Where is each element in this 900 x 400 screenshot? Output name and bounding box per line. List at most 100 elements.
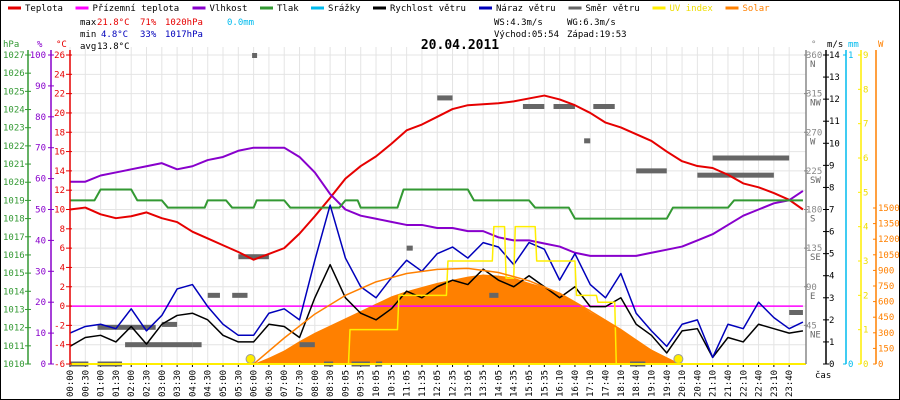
x-tick-label: 05:00 (219, 370, 229, 397)
x-tick-label: 18:40 (632, 370, 642, 397)
wind-direction-mark (636, 168, 667, 174)
wind-direction-mark (232, 292, 248, 298)
temperature-tick-label: 26 (54, 51, 65, 61)
wind-direction-mark (161, 321, 178, 327)
x-tick-label: 00:30 (81, 370, 91, 397)
stats-min-pressure: 1017hPa (165, 30, 203, 40)
uv-tick-label: 3 (863, 257, 868, 267)
legend-label: Vlhkost (210, 4, 248, 14)
wind-tick-label: 13 (829, 73, 840, 83)
temperature-tick-label: 6 (60, 244, 65, 254)
humidity-tick-label: 100 (30, 51, 46, 61)
wind-tick-label: 6 (829, 228, 834, 238)
direction-tick-compass: N (810, 60, 815, 70)
direction-tick-label: 315 (806, 90, 822, 100)
temperature-tick-label: 18 (54, 128, 65, 138)
wind-direction-mark (584, 138, 591, 144)
wind-tick-label: 0 (829, 360, 834, 370)
x-tick-label: 16:10 (556, 370, 566, 397)
series-rychlost-v-tru (69, 263, 804, 359)
legend-label: Přízemní teplota (93, 4, 180, 14)
legend-label: Solar (743, 4, 771, 14)
direction-tick-compass: SE (810, 253, 821, 263)
x-tick-label: 21:10 (709, 370, 719, 397)
pressure-axis-unit: hPa (3, 40, 19, 50)
solar-tick-label: 600 (878, 298, 894, 308)
stats-min-humidity: 33% (140, 30, 157, 40)
temperature-tick-label: 24 (54, 70, 65, 80)
stats-max-label: max (80, 18, 97, 28)
series-uv-index (70, 225, 803, 365)
uv-tick-label: 0 (863, 360, 868, 370)
series-teplota (69, 94, 804, 261)
uv-tick-label: 2 (863, 291, 868, 301)
x-tick-label: 11:35 (418, 370, 428, 397)
series-solar-max-teoretick- (253, 267, 680, 365)
x-tick-label: 14:35 (510, 370, 520, 397)
wind-direction-mark (437, 95, 453, 101)
wind-tick-label: 12 (829, 95, 840, 105)
uv-tick-label: 7 (863, 120, 868, 130)
direction-tick-compass: SW (810, 176, 821, 186)
x-tick-label: 13:05 (464, 370, 474, 397)
solar-tick-label: 1050 (878, 251, 900, 261)
uv-tick-label: 1 (863, 326, 868, 336)
x-tick-label: 23:40 (785, 370, 795, 397)
x-tick-label: 20:10 (678, 370, 688, 397)
wind-tick-label: 8 (829, 183, 834, 193)
stats-rain: 0.0mm (227, 18, 254, 28)
uv-tick-label: 9 (863, 51, 868, 61)
stats-min-label: min (80, 30, 96, 40)
x-tick-label: 21:40 (724, 370, 734, 397)
series-vlhkost (70, 146, 804, 257)
wind-direction-mark (299, 342, 315, 348)
pressure-tick-label: 1020 (3, 178, 25, 188)
rain-axis-unit: mm (848, 40, 859, 50)
x-tick-label: 02:30 (143, 370, 153, 397)
uv-tick-label: 8 (863, 85, 868, 95)
direction-tick-label: 180 (806, 206, 822, 216)
legend-label: Rychlost větru (390, 4, 466, 14)
legend-label: Teplota (25, 4, 63, 14)
humidity-axis-unit: % (37, 40, 43, 50)
x-tick-label: 22:10 (739, 370, 749, 397)
humidity-tick-label: 40 (35, 236, 46, 246)
wind-direction-mark (406, 245, 413, 251)
pressure-tick-label: 1022 (3, 142, 25, 152)
pressure-tick-label: 1019 (3, 196, 25, 206)
wind-direction-mark (553, 104, 575, 109)
temperature-tick-label: -4 (54, 341, 65, 351)
x-tick-label: 12:35 (449, 370, 459, 397)
wind-tick-label: 1 (829, 338, 834, 348)
pressure-tick-label: 1021 (3, 160, 25, 170)
pressure-tick-label: 1013 (3, 305, 25, 315)
humidity-tick-label: 80 (35, 113, 46, 123)
legend-label: Náraz větru (496, 4, 556, 14)
direction-tick-label: 45 (806, 321, 817, 331)
pressure-tick-label: 1011 (3, 342, 25, 352)
legend-label: UV index (670, 4, 714, 14)
wind-direction-mark (125, 342, 193, 348)
direction-tick-compass: NW (810, 99, 821, 109)
wind-direction-mark (712, 155, 790, 161)
pressure-tick-label: 1014 (3, 287, 25, 297)
chart-title: 20.04.2011 (421, 38, 499, 53)
temperature-tick-label: 20 (54, 109, 65, 119)
pressure-tick-label: 1025 (3, 87, 25, 97)
stats-wind-gust: WG:6.3m/s (567, 18, 616, 28)
legend-label: Tlak (277, 4, 299, 14)
x-tick-label: 14:05 (494, 370, 504, 397)
wind-direction-mark (522, 104, 545, 109)
wind-tick-label: 3 (829, 294, 834, 304)
x-tick-label: 01:30 (112, 370, 122, 397)
direction-tick-compass: W (810, 137, 816, 147)
x-tick-label: 04:30 (204, 370, 214, 397)
x-tick-label: 07:00 (280, 370, 290, 397)
x-tick-label: 20:40 (693, 370, 703, 397)
wind-tick-label: 4 (829, 272, 834, 282)
wind-direction-mark (207, 292, 220, 298)
uv-tick-label: 4 (863, 223, 868, 233)
temperature-tick-label: 2 (60, 283, 65, 293)
wind-direction-mark (489, 292, 499, 298)
